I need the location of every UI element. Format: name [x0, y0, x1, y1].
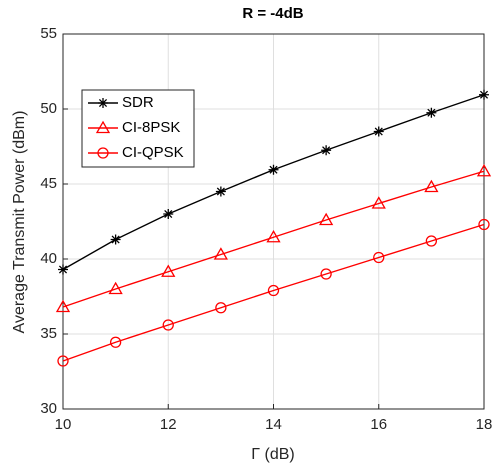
marker [58, 264, 68, 275]
marker [268, 164, 279, 175]
marker [373, 251, 385, 264]
x-tick-label: 14 [265, 416, 282, 433]
marker [57, 355, 69, 367]
marker [479, 89, 489, 100]
marker [476, 163, 492, 177]
x-tick-label: 16 [370, 416, 387, 433]
legend-label: CI-8PSK [122, 119, 180, 136]
marker [371, 196, 386, 209]
marker [320, 268, 332, 280]
marker [319, 212, 334, 226]
y-tick-label: 35 [40, 325, 57, 342]
marker [373, 126, 384, 137]
marker [110, 234, 121, 245]
x-tick-label: 18 [476, 416, 493, 433]
x-axis-label: Γ (dB) [251, 446, 294, 463]
marker [267, 284, 280, 297]
x-tick-label: 10 [55, 416, 72, 433]
y-axis-label: Average Transmit Power (dBm) [11, 111, 28, 334]
series-line [62, 223, 485, 362]
marker [321, 145, 332, 156]
legend-label: SDR [122, 94, 154, 111]
marker [215, 186, 226, 197]
y-tick-label: 30 [40, 400, 57, 417]
legend-label: CI-QPSK [122, 144, 184, 161]
marker [266, 229, 281, 243]
marker [162, 319, 174, 331]
marker [55, 299, 71, 313]
marker [97, 147, 109, 159]
marker [213, 247, 228, 260]
marker [98, 98, 108, 108]
marker [108, 281, 123, 295]
chart-title: R = -4dB [242, 5, 303, 22]
marker [425, 235, 438, 247]
marker [163, 209, 174, 219]
marker [426, 107, 437, 118]
y-tick-label: 40 [40, 250, 57, 267]
marker [95, 120, 111, 134]
marker [161, 264, 176, 277]
y-tick-label: 50 [40, 100, 57, 117]
marker [215, 302, 227, 314]
plot-frame [62, 33, 485, 410]
y-tick-label: 45 [40, 175, 57, 192]
marker [109, 336, 122, 348]
series-line [62, 170, 485, 308]
x-tick-label: 12 [160, 416, 177, 433]
y-tick-label: 55 [40, 25, 57, 42]
marker [424, 179, 439, 193]
marker [478, 218, 490, 231]
